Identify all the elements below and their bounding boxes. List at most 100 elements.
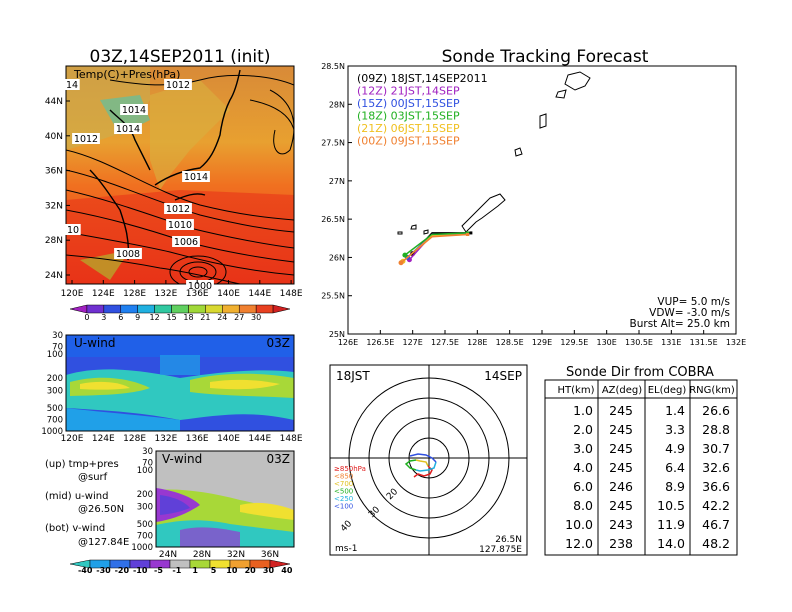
table-cell: 6.4 [665, 460, 685, 475]
table-cell: 1.4 [665, 403, 685, 418]
tracking-legend-item: (09Z) 18JST,14SEP2011 [357, 72, 488, 85]
map-lon-tick: 120E [61, 289, 84, 299]
wind-colorbar-tick: 1 [192, 566, 198, 575]
tracking-lon-tick: 126.5E [366, 338, 394, 347]
isobar-label: 1012 [166, 204, 190, 215]
table-header-cell: EL(deg) [648, 385, 687, 396]
table-cell: 48.2 [702, 536, 730, 551]
isobar-label: 1008 [116, 249, 140, 260]
temp-colorbar-tick: 12 [150, 313, 160, 322]
v-wind-x-ticks: 24N 28N 32N 36N [159, 550, 279, 560]
temp-colorbar-swatch [69, 304, 88, 314]
tracking-legend-item: (12Z) 21JST,14SEP [357, 85, 460, 98]
u-wind-y-tick: 100 [47, 350, 63, 360]
temp-colorbar-swatch [137, 304, 155, 314]
u-wind-x-ticks: 120E 124E 128E 132E 136E 140E 144E 148E [61, 434, 303, 444]
wind-colorbar-tick: -5 [154, 566, 163, 575]
temp-colorbar-swatch [205, 304, 223, 314]
u-wind-y-tick: 200 [47, 374, 63, 384]
table-cell: 46.7 [702, 517, 730, 532]
v-wind-x-tick: 28N [193, 550, 211, 560]
tracking-lon-tick: 128.5E [496, 338, 524, 347]
table-cell: 11.9 [657, 517, 685, 532]
isobar-label-bg [172, 236, 200, 247]
tracking-lat-tick: 26.5N [321, 215, 345, 224]
temp-colorbar-swatch [222, 304, 240, 314]
hodograph-lon: 127.875E [479, 545, 522, 555]
table-cell: 3.0 [573, 441, 593, 456]
table-cell: 3.3 [665, 422, 685, 437]
isobar-label: 1012 [166, 80, 190, 91]
table-cell: 243 [609, 517, 633, 532]
u-wind-title: U-wind [74, 336, 115, 350]
u-wind-y-tick: 70 [52, 343, 63, 353]
v-wind-y-tick: 200 [137, 490, 153, 500]
table-cell: 26.6 [702, 403, 730, 418]
u-wind-x-tick: 140E [217, 434, 240, 444]
map-field-label: Temp(C)+Pres(hPa) [73, 68, 180, 81]
tracking-legend-item: (18Z) 03JST,15SEP [357, 110, 460, 123]
isobar-label-bg [72, 133, 100, 144]
u-wind-field [66, 335, 294, 431]
v-wind-y-tick: 300 [137, 503, 153, 513]
isobar-label-bg [114, 123, 142, 134]
wind-colorbar: -40 -30 -20 -10 -5 -1 1 5 10 20 30 40 [69, 559, 293, 575]
v-wind-title: V-wind [162, 452, 202, 466]
temp-colorbar-swatch [103, 304, 122, 314]
map-lat-tick: 44N [45, 97, 63, 107]
table-cell: 4.9 [665, 441, 685, 456]
tracking-lat-tick: 28.5N [321, 62, 345, 71]
isobar-label: 1012 [74, 134, 98, 145]
u-wind-y-tick: 500 [47, 404, 63, 414]
panel-legend-note: @127.84E [78, 537, 129, 548]
table-cell: 36.6 [702, 479, 730, 494]
tracking-lon-tick: 129E [532, 338, 552, 347]
table-cell: 4.0 [573, 460, 593, 475]
isobar-label-bg [164, 203, 192, 214]
tracking-landing-point [402, 252, 408, 258]
map-lat-tick: 28N [45, 236, 63, 246]
isobar-label: 14 [66, 80, 78, 91]
tracking-launch-point [469, 231, 473, 235]
isobar-labels: 1012101410141012101410121010100810061000… [64, 79, 214, 292]
table-cell: 246 [609, 479, 633, 494]
table-cell: 1.0 [573, 403, 593, 418]
hodograph-date: 14SEP [484, 369, 522, 383]
table-cell: 10.5 [657, 498, 685, 513]
map-lat-tick: 24N [45, 271, 63, 281]
u-wind-x-tick: 124E [92, 434, 115, 444]
wind-colorbar-tick: 30 [263, 566, 275, 575]
tracking-lat-tick: 28N [329, 100, 345, 109]
map-lat-tick: 32N [45, 201, 63, 211]
wind-colorbar-tick: 40 [281, 566, 293, 575]
temp-colorbar-swatch [120, 304, 138, 314]
isobar-label: 10 [67, 225, 79, 236]
temperature-field [66, 66, 294, 284]
hodograph-level: <500 [334, 488, 353, 496]
panel-legend-note: (bot) v-wind [45, 523, 105, 534]
hodograph-level-legend: ≥850hPa<850<700<500<250<100 [334, 465, 366, 511]
temp-colorbar-swatch [171, 304, 189, 314]
isobar-label-bg [166, 219, 194, 230]
v-wind-x-tick: 36N [261, 550, 279, 560]
temp-colorbar-swatch [238, 304, 257, 314]
u-wind-y-tick: 700 [47, 415, 63, 425]
wind-colorbar-tick: 20 [245, 566, 257, 575]
table-header-cell: RNG(km) [689, 385, 735, 396]
wind-colorbar-tick: -1 [172, 566, 181, 575]
u-wind-x-tick: 144E [248, 434, 271, 444]
tracking-parameter: VDW= -3.0 m/s [649, 307, 730, 319]
v-wind-time: 03Z [267, 452, 291, 466]
tracking-lon-tick: 130.5E [625, 338, 653, 347]
temp-colorbar-tick: 24 [217, 313, 227, 322]
v-wind-y-tick: 500 [137, 520, 153, 530]
tracking-legend-item: (00Z) 09JST,15SEP [357, 135, 460, 148]
map-lat-tick: 36N [45, 167, 63, 177]
tracking-legend-item: (15Z) 00JST,15SEP [357, 97, 460, 110]
sonde-table: HT(km) AZ(deg) EL(deg) RNG(km) 1.0 245 1.4 26.6… [545, 380, 737, 555]
table-frame [544, 379, 738, 556]
map-lon-tick: 144E [248, 289, 271, 299]
